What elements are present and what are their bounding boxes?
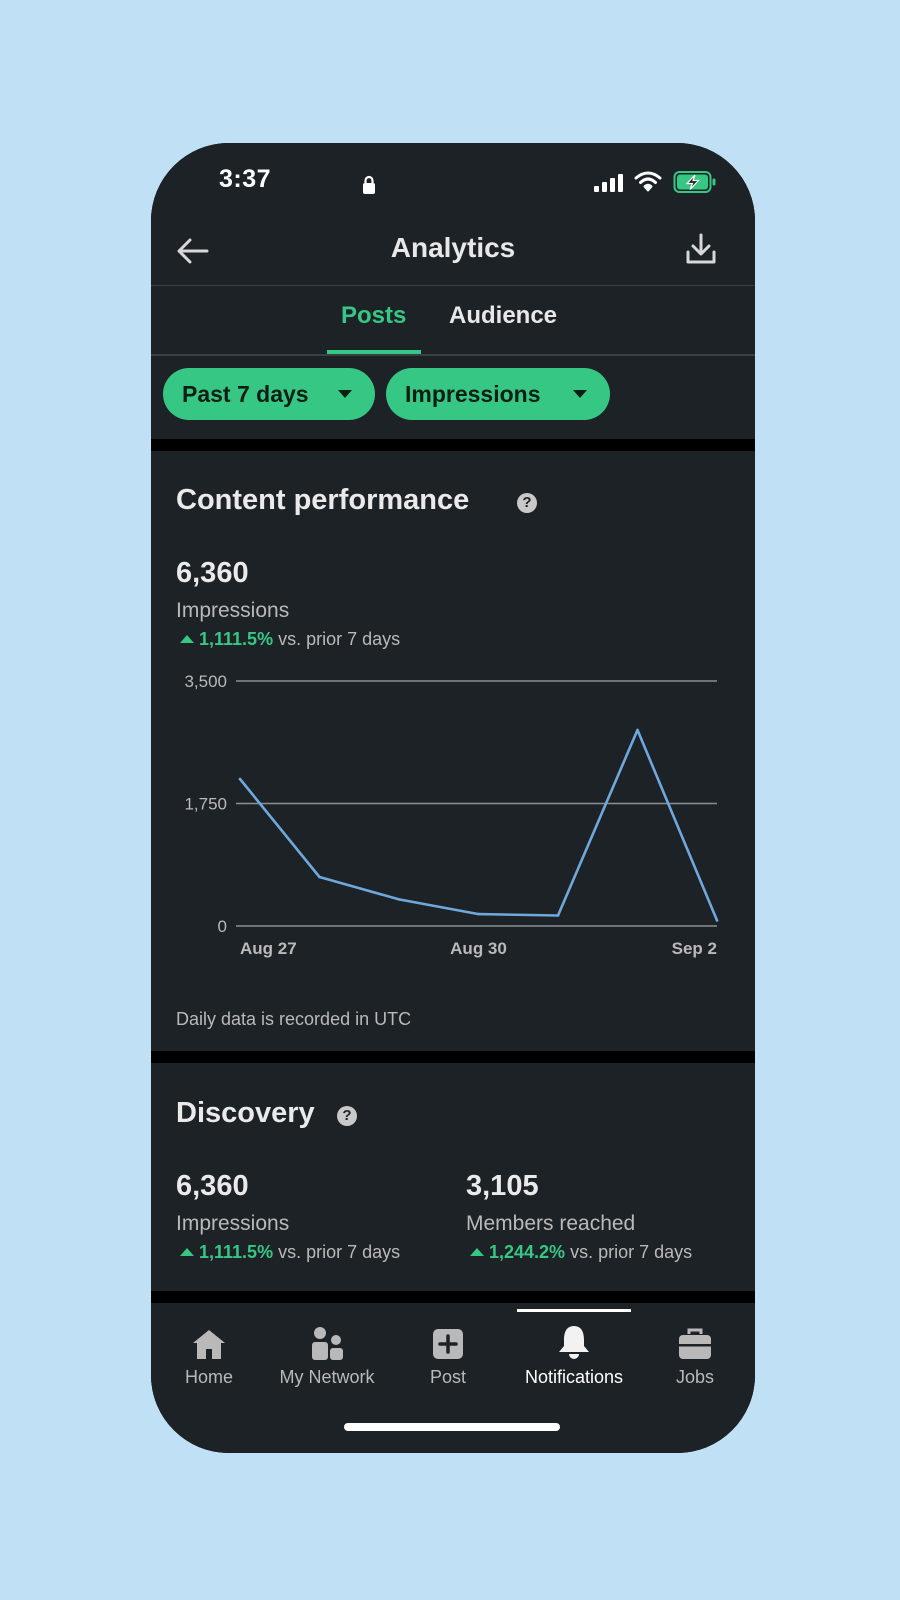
caret-down-icon [573, 390, 587, 398]
phone-frame: 3:37 [151, 143, 755, 1453]
nav-label: Jobs [675, 1367, 715, 1387]
cellular-signal-icon [594, 174, 623, 192]
nav-home[interactable]: Home [151, 1323, 269, 1388]
nav-jobs[interactable]: Jobs [635, 1323, 755, 1388]
trend-up-icon [470, 1248, 484, 1256]
tab-audience[interactable]: Audience [449, 302, 558, 329]
back-arrow-icon[interactable] [173, 231, 213, 271]
network-icon [312, 1327, 343, 1360]
nav-label: My Network [279, 1367, 375, 1387]
data-point [318, 875, 321, 879]
wifi-icon [634, 171, 662, 192]
section-divider [151, 439, 755, 451]
nav-label: Notifications [524, 1367, 624, 1387]
lock-icon [363, 175, 375, 194]
screen: 3:37 [151, 143, 755, 1453]
bell-icon [559, 1326, 589, 1359]
nav-label: Post [429, 1367, 467, 1387]
members-reached-label: Members reached [466, 1212, 636, 1235]
metric-filter[interactable]: Impressions [386, 368, 610, 420]
x-tick-label: Aug 27 [240, 939, 297, 958]
content-performance-card: Content performance ? 6,360 Impressions … [151, 451, 755, 1051]
download-icon[interactable] [681, 229, 721, 269]
date-range-label: Past 7 days [182, 381, 309, 407]
battery-charging-icon [673, 171, 716, 193]
nav-post[interactable]: Post [388, 1323, 508, 1388]
plus-square-icon [433, 1329, 463, 1359]
delta-percent: 1,111.5% [199, 629, 274, 649]
delta-suffix: vs. prior 7 days [278, 1242, 401, 1262]
discovery-impressions-delta: 1,111.5% vs. prior 7 days [180, 1242, 400, 1263]
home-indicator [344, 1423, 560, 1431]
y-tick-label: 0 [218, 917, 227, 936]
status-time: 3:37 [219, 165, 272, 193]
trend-up-icon [180, 635, 194, 643]
impressions-series-line [238, 728, 719, 922]
app-header: Analytics [151, 219, 755, 286]
section-title: Content performance [176, 484, 470, 516]
data-point [715, 919, 719, 922]
impressions-line-chart: 3,500 1,750 0 Aug 27 Aug 30 Sep 2 [184, 672, 719, 958]
delta-suffix: vs. prior 7 days [570, 1242, 693, 1262]
members-reached-delta: 1,244.2% vs. prior 7 days [470, 1242, 692, 1263]
section-divider [151, 1051, 755, 1063]
y-tick-label: 3,500 [184, 672, 227, 691]
data-point [238, 777, 242, 781]
section-divider [151, 1291, 755, 1303]
x-tick-label: Sep 2 [672, 939, 717, 958]
delta-percent: 1,111.5% [199, 1242, 274, 1262]
nav-notifications[interactable]: Notifications [514, 1323, 634, 1388]
discovery-card: Discovery ? 6,360 Impressions 1,111.5% v… [151, 1063, 755, 1291]
discovery-impressions-label: Impressions [176, 1212, 290, 1235]
metric-filter-label: Impressions [405, 381, 541, 407]
active-tab-indicator [327, 350, 421, 354]
trend-up-icon [180, 1248, 194, 1256]
impressions-delta: 1,111.5% vs. prior 7 days [180, 629, 400, 650]
utc-note: Daily data is recorded in UTC [176, 1009, 412, 1029]
caret-down-icon [338, 390, 352, 398]
date-range-filter[interactable]: Past 7 days [163, 368, 375, 420]
tab-posts[interactable]: Posts [341, 302, 407, 329]
nav-my-network[interactable]: My Network [267, 1323, 387, 1388]
impressions-value: 6,360 [176, 557, 249, 589]
help-icon[interactable]: ? [517, 493, 537, 513]
y-tick-label: 1,750 [184, 795, 227, 814]
delta-suffix: vs. prior 7 days [278, 629, 401, 649]
home-icon [193, 1330, 225, 1359]
tab-bar: Posts Audience [151, 286, 755, 356]
impressions-label: Impressions [176, 599, 290, 622]
briefcase-icon [679, 1328, 711, 1359]
delta-percent: 1,244.2% [489, 1242, 566, 1262]
data-point [397, 898, 401, 901]
data-point [636, 728, 639, 732]
data-point [556, 914, 560, 917]
help-icon[interactable]: ? [337, 1106, 357, 1126]
discovery-impressions-value: 6,360 [176, 1170, 249, 1202]
active-nav-indicator [517, 1309, 631, 1312]
section-title: Discovery [176, 1097, 315, 1129]
members-reached-value: 3,105 [466, 1170, 539, 1202]
nav-label: Home [184, 1367, 233, 1387]
filter-bar: Past 7 days Impressions [151, 356, 755, 439]
status-bar: 3:37 [151, 143, 755, 219]
data-point [477, 912, 480, 916]
x-tick-label: Aug 30 [450, 939, 507, 958]
page-title: Analytics [390, 232, 516, 263]
